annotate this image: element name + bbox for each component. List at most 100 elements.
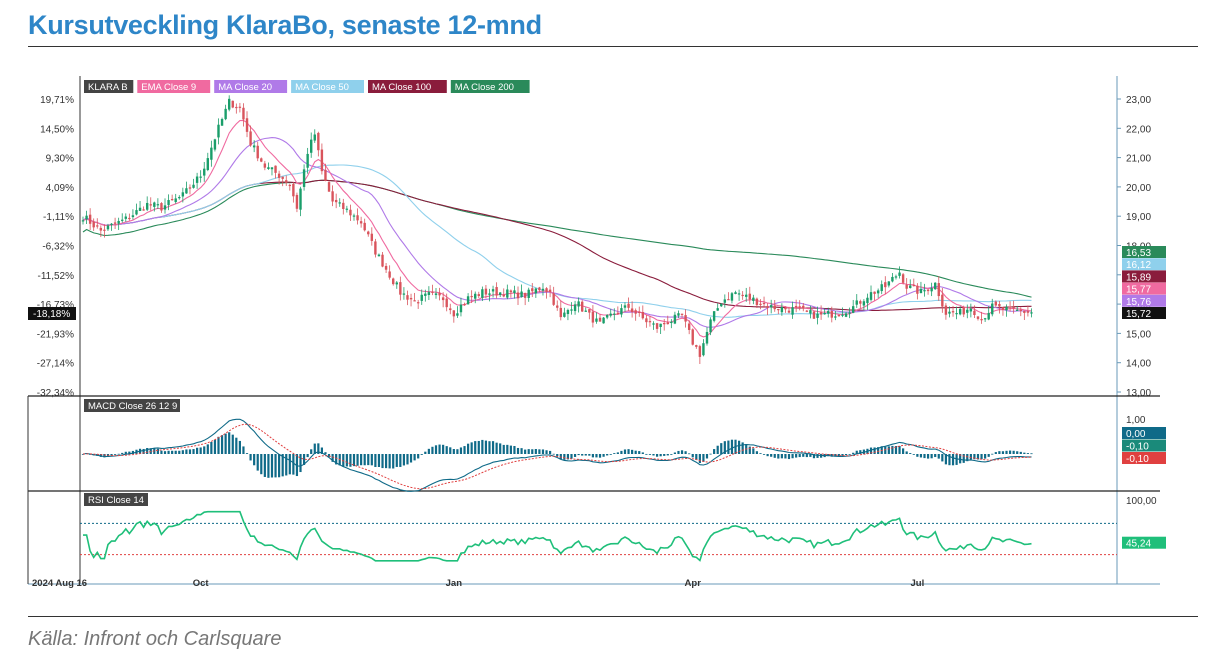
macd-histogram-bar [934,454,937,458]
macd-histogram-bar [716,445,719,454]
source-note: Källa: Infront och Carlsquare [28,628,282,650]
current-percent-tag-label: -18,18% [33,309,70,320]
candle-body [352,215,356,217]
macd-histogram-bar [713,449,716,454]
time-tick-label: Jan [446,578,463,589]
macd-histogram-bar [577,454,580,456]
candle-body [495,287,498,296]
price-tick-label: 14,00 [1126,359,1151,370]
candle-body [759,303,762,305]
macd-histogram-bar [887,446,890,454]
macd-histogram-bar [124,451,127,454]
rsi-value-tag [1122,536,1166,549]
macd-histogram-bar [431,446,434,454]
candle-body [602,317,605,324]
candle-body [531,288,534,292]
candle-body [805,310,809,312]
macd-histogram-bar [837,454,841,457]
candle-body [866,297,869,304]
candle-body [548,289,552,292]
candle-body [459,304,463,313]
macd-histogram-bar [620,450,623,454]
macd-histogram-bar [780,454,783,459]
candle-body [591,311,595,323]
candle-body [541,288,545,291]
page-title: Kursutveckling KlaraBo, senaste 12-mnd [28,10,542,40]
macd-histogram-bar [791,454,794,459]
macd-histogram-bar [413,454,416,461]
candle-body [1026,311,1030,313]
candle-body [905,284,908,289]
macd-histogram-bar [488,441,491,454]
macd-histogram-bar [352,454,356,467]
macd-histogram-bar [534,449,537,454]
candle-body [320,149,324,172]
candle-body [121,219,124,221]
candle-body [962,307,965,315]
candle-body [274,165,277,173]
macd-histogram-bar [417,454,420,459]
candle-body [573,304,577,312]
candle-body [734,292,737,295]
candle-body [894,276,898,278]
candle-body [1008,306,1012,308]
macd-histogram-bar [442,444,445,454]
candle-body [416,302,420,304]
candle-body [737,293,741,295]
ma200-line [82,179,1032,298]
macd-histogram-bar [199,447,202,454]
candle-body [181,192,185,197]
candle-body [99,227,103,231]
macd-histogram-bar [506,444,509,454]
macd-histogram-bar [994,452,997,454]
macd-histogram-bar [559,454,562,460]
macd-histogram-bar [869,447,873,454]
candle-body [170,199,174,201]
candle-body [755,298,759,306]
candle-body [623,305,627,308]
macd-histogram-bar [638,451,641,454]
macd-histogram-bar [634,450,637,454]
rsi-legend-swatch [84,493,148,506]
macd-histogram-bar [81,454,85,455]
candle-body [730,293,734,301]
candle-body [213,139,217,150]
candle-body [955,313,958,315]
candle-body [192,184,195,188]
candle-body [106,225,110,230]
candle-body [823,313,826,315]
macd-histogram-bar [360,454,363,466]
macd-histogram-bar [802,454,805,457]
candle-body [580,301,584,312]
macd-histogram-bar [570,454,573,459]
candle-body [224,108,227,120]
candle-body [299,188,302,210]
candle-body [363,222,366,231]
candle-body [648,321,652,323]
candle-body [310,139,313,153]
candle-body [445,298,448,308]
candle-body [966,309,969,313]
candle-body [844,313,848,317]
macd-histogram-bar [884,446,887,454]
candle-body [712,311,716,321]
macd-histogram-bar [909,453,912,454]
candle-body [88,214,92,224]
candle-body [930,288,933,292]
candle-body [267,167,270,169]
price-tick-label: 15,00 [1126,329,1151,340]
macd-histogram-bar [1016,451,1019,454]
macd-histogram-bar [295,454,299,477]
candle-body [556,305,559,308]
macd-histogram-bar [466,443,470,454]
candle-body [830,311,833,318]
macd-histogram-bar [581,454,584,456]
ma20-line [82,137,1032,328]
price-value-tag-label: 15,89 [1126,272,1151,283]
macd-histogram-bar [759,453,762,454]
candle-body [687,323,691,330]
legend-label: MA Close 20 [218,82,272,93]
legend-swatch [137,80,211,93]
time-tick-label: Jul [911,578,925,589]
macd-histogram-bar [855,450,858,454]
